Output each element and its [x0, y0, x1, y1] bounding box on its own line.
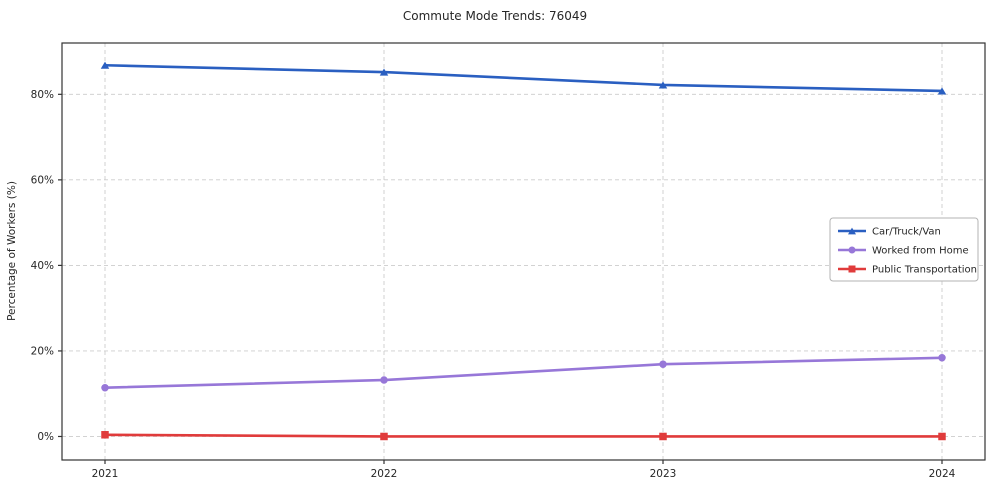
- legend-item-label: Worked from Home: [872, 246, 969, 257]
- series-line: [103, 433, 944, 438]
- marker: [380, 432, 388, 441]
- legend: Car/Truck/Van Worked from Home Public Tran…: [829, 217, 979, 282]
- marker: [938, 432, 946, 441]
- marker: [659, 360, 667, 368]
- marker: [101, 431, 109, 439]
- plot-border: [61, 42, 986, 461]
- x-axis: 2021 2022 2023 2024: [92, 460, 956, 480]
- marker: [937, 87, 947, 95]
- marker: [100, 61, 110, 69]
- x-tick-label: 2023: [650, 468, 677, 480]
- series-line: [103, 356, 944, 390]
- x-tick-label: 2021: [92, 468, 119, 480]
- chart-title: Commute Mode Trends: 76049: [403, 9, 587, 23]
- legend-item-label: Public Transportation: [872, 265, 977, 276]
- marker: [101, 383, 109, 392]
- series-worked-from-home: [101, 354, 946, 392]
- x-tick-label: 2024: [929, 468, 956, 480]
- y-tick-label: 80%: [31, 89, 54, 101]
- y-tick-label: 20%: [31, 345, 54, 357]
- marker: [658, 81, 668, 89]
- series-line: [103, 63, 944, 93]
- y-axis-label: Percentage of Workers (%): [6, 181, 18, 321]
- marker: [938, 354, 946, 362]
- marker: [659, 432, 667, 441]
- legend-item: Car/Truck/Van: [838, 227, 941, 238]
- legend-item-label: Car/Truck/Van: [872, 227, 941, 238]
- y-axis: 0% 20% 40% 60% 80%: [31, 89, 62, 443]
- y-tick-label: 60%: [31, 174, 54, 186]
- marker: [848, 246, 856, 254]
- plot-area: 0% 20% 40% 60% 80% 2021 2022 2023 2024 Car/Truck/…: [31, 42, 986, 480]
- y-tick-label: 0%: [37, 431, 54, 443]
- legend-item: Public Transportation: [838, 265, 977, 276]
- series-car-truck-van: [100, 61, 947, 95]
- marker: [848, 227, 856, 235]
- marker: [848, 265, 856, 273]
- x-tick-label: 2022: [371, 468, 398, 480]
- marker: [380, 376, 388, 384]
- series-public-transportation: [101, 431, 946, 441]
- y-tick-label: 40%: [31, 260, 54, 272]
- legend-box: [829, 217, 979, 282]
- legend-item: Worked from Home: [838, 246, 969, 257]
- marker: [379, 68, 389, 76]
